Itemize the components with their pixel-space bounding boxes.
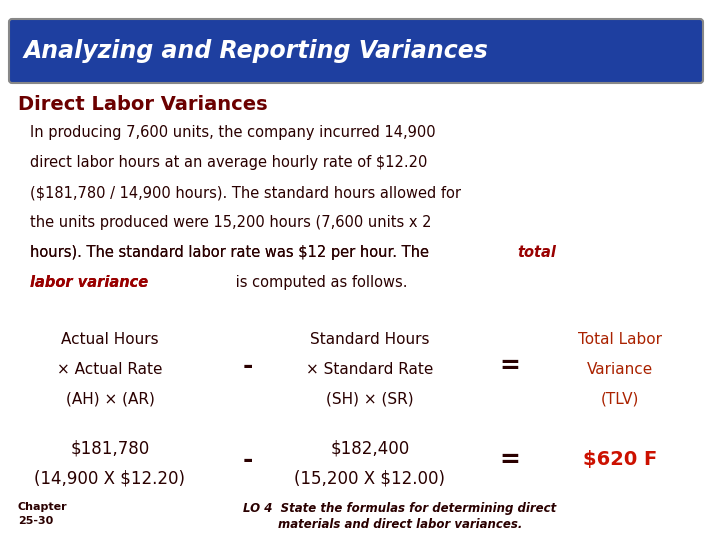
Text: (SH) × (SR): (SH) × (SR) — [326, 392, 414, 407]
Text: ($181,780 / 14,900 hours). The standard hours allowed for: ($181,780 / 14,900 hours). The standard … — [30, 185, 461, 200]
Text: $620 F: $620 F — [583, 450, 657, 469]
Text: =: = — [500, 448, 521, 472]
Text: labor variance: labor variance — [30, 275, 148, 290]
Text: (15,200 X $12.00): (15,200 X $12.00) — [294, 470, 446, 488]
Text: In producing 7,600 units, the company incurred 14,900: In producing 7,600 units, the company in… — [30, 125, 436, 140]
Text: the units produced were 15,200 hours (7,600 units x 2: the units produced were 15,200 hours (7,… — [30, 215, 431, 230]
Text: LO 4  State the formulas for determining direct: LO 4 State the formulas for determining … — [243, 502, 557, 515]
Text: -: - — [243, 448, 253, 472]
Text: labor variance: labor variance — [30, 275, 148, 290]
Text: Chapter: Chapter — [18, 502, 68, 512]
Text: is computed as follows.: is computed as follows. — [231, 275, 408, 290]
Text: 25-30: 25-30 — [18, 516, 53, 526]
Text: × Actual Rate: × Actual Rate — [58, 362, 163, 377]
Text: Direct Labor Variances: Direct Labor Variances — [18, 95, 268, 114]
Text: × Standard Rate: × Standard Rate — [306, 362, 433, 377]
Text: $181,780: $181,780 — [71, 440, 150, 458]
Text: Standard Hours: Standard Hours — [310, 332, 430, 347]
Text: hours). The standard labor rate was $12 per hour. The: hours). The standard labor rate was $12 … — [30, 245, 433, 260]
Text: Analyzing and Reporting Variances: Analyzing and Reporting Variances — [24, 39, 489, 63]
Text: Total Labor: Total Labor — [578, 332, 662, 347]
Text: direct labor hours at an average hourly rate of $12.20: direct labor hours at an average hourly … — [30, 155, 428, 170]
Text: (TLV): (TLV) — [600, 392, 639, 407]
Text: $182,400: $182,400 — [330, 440, 410, 458]
Text: Actual Hours: Actual Hours — [61, 332, 159, 347]
Text: materials and direct labor variances.: materials and direct labor variances. — [278, 518, 522, 531]
Text: (AH) × (AR): (AH) × (AR) — [66, 392, 154, 407]
FancyBboxPatch shape — [9, 19, 703, 83]
Text: -: - — [243, 354, 253, 378]
Text: (14,900 X $12.20): (14,900 X $12.20) — [35, 470, 186, 488]
Text: =: = — [500, 354, 521, 378]
Text: hours). The standard labor rate was $12 per hour. The: hours). The standard labor rate was $12 … — [30, 245, 433, 260]
Text: Variance: Variance — [587, 362, 653, 377]
Text: total: total — [517, 245, 556, 260]
